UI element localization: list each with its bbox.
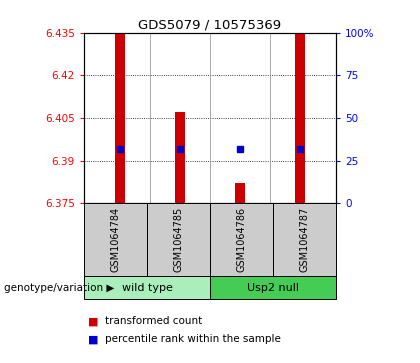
Text: GSM1064787: GSM1064787 [299,207,310,272]
Text: wild type: wild type [121,283,173,293]
Text: GSM1064785: GSM1064785 [173,207,184,272]
Text: transformed count: transformed count [105,316,202,326]
Text: percentile rank within the sample: percentile rank within the sample [105,334,281,344]
Text: Usp2 null: Usp2 null [247,283,299,293]
Bar [115,33,126,203]
Text: ■: ■ [88,334,99,344]
Bar [294,33,305,203]
Title: GDS5079 / 10575369: GDS5079 / 10575369 [139,19,281,32]
Text: GSM1064786: GSM1064786 [236,207,247,272]
Text: genotype/variation ▶: genotype/variation ▶ [4,283,115,293]
Text: GSM1064784: GSM1064784 [110,207,121,272]
Bar [235,183,245,203]
Text: ■: ■ [88,316,99,326]
Bar [175,112,185,203]
